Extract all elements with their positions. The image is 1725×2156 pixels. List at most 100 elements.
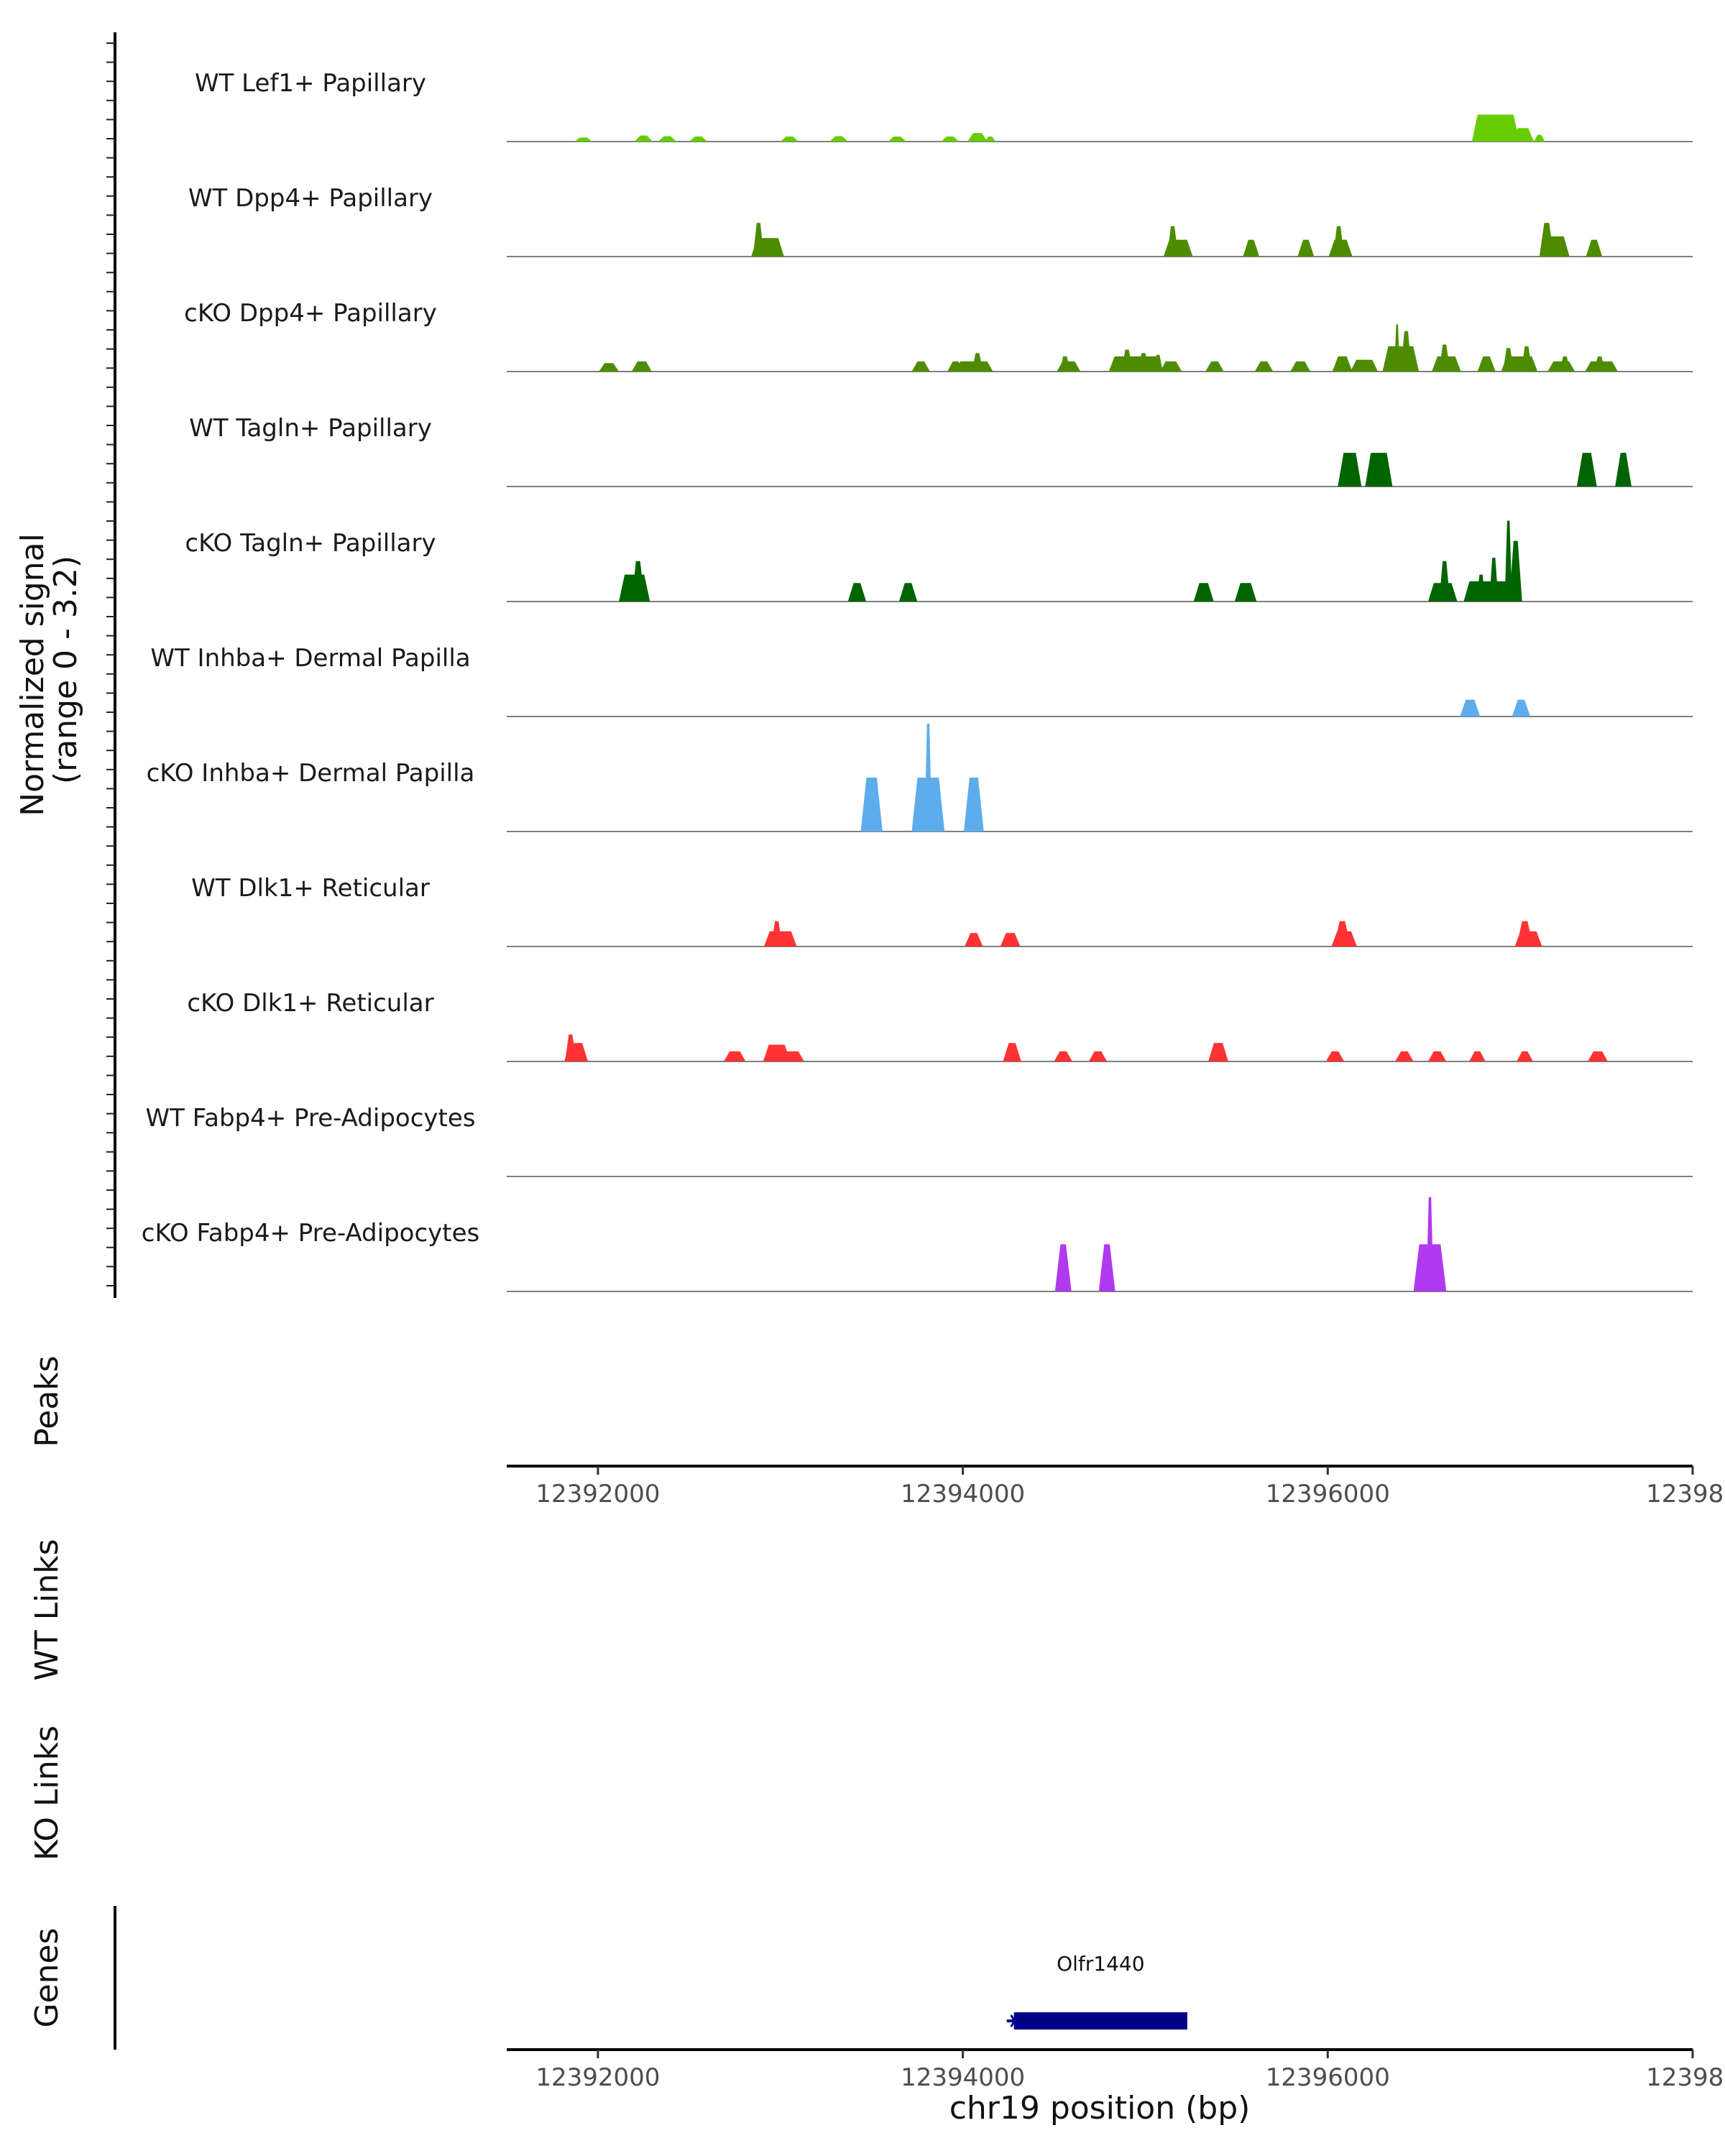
signal-peak bbox=[1325, 1051, 1345, 1061]
track: WT Dpp4+ Papillary bbox=[188, 184, 1693, 257]
signal-peak bbox=[1000, 933, 1021, 946]
track-label: cKO Fabp4+ Pre-Adipocytes bbox=[142, 1219, 480, 1248]
gene-strand-marker bbox=[1010, 2014, 1019, 2027]
signal-peak bbox=[763, 1051, 804, 1061]
signal-peak bbox=[1501, 356, 1538, 372]
track: cKO Tagln+ Papillary bbox=[185, 520, 1693, 602]
signal-peak bbox=[564, 1043, 588, 1061]
signal-peak bbox=[1338, 453, 1362, 487]
signal-peak bbox=[963, 778, 984, 831]
signal-peak bbox=[985, 137, 996, 142]
x-axis-1: 12392000 12394000 12396000 123980 bbox=[535, 1466, 1725, 1508]
signal-peak bbox=[1477, 356, 1496, 372]
gene-annotations: Olfr1440 bbox=[1006, 1952, 1187, 2030]
signal-peak bbox=[1331, 931, 1357, 946]
signal-peak bbox=[954, 361, 993, 372]
signal-peak bbox=[1054, 1051, 1072, 1061]
track: cKO Dlk1+ Reticular bbox=[187, 989, 1693, 1062]
signal-peak bbox=[941, 137, 960, 142]
track-label: WT Tagln+ Papillary bbox=[189, 414, 432, 443]
track: WT Tagln+ Papillary bbox=[189, 414, 1693, 487]
signal-peak bbox=[1432, 356, 1461, 372]
signal-peak bbox=[1514, 931, 1542, 946]
signal-peak bbox=[658, 136, 677, 142]
signal-peak bbox=[847, 583, 867, 602]
signal-peak bbox=[829, 136, 848, 142]
x-tick-label: 12394000 bbox=[901, 1480, 1025, 1508]
signal-peak bbox=[1054, 1244, 1072, 1291]
track: cKO Inhba+ Dermal Papilla bbox=[147, 724, 1693, 832]
signal-peak bbox=[898, 583, 918, 602]
signal-peak bbox=[965, 933, 983, 946]
signal-peak bbox=[1297, 239, 1315, 257]
signal-peak bbox=[967, 133, 988, 142]
track: WT Lef1+ Papillary bbox=[195, 69, 1693, 142]
signal-peak bbox=[1534, 134, 1545, 142]
signal-peak bbox=[1517, 1051, 1533, 1061]
signal-peak bbox=[1098, 1244, 1116, 1291]
track-label: cKO Tagln+ Papillary bbox=[185, 529, 436, 558]
signal-peak bbox=[689, 137, 708, 142]
ko-links-panel-label: KO Links bbox=[29, 1726, 65, 1861]
track-label: WT Dlk1+ Reticular bbox=[191, 874, 430, 903]
signal-peak bbox=[1108, 356, 1164, 372]
signal-peak bbox=[574, 137, 593, 142]
track: WT Dlk1+ Reticular bbox=[191, 874, 1693, 947]
x-tick-label: 123980 bbox=[1646, 1480, 1725, 1508]
signal-peak bbox=[1332, 356, 1353, 372]
signal-peak bbox=[1512, 128, 1535, 142]
gene-label: Olfr1440 bbox=[1057, 1952, 1144, 1976]
signal-peak bbox=[1382, 346, 1420, 372]
signal-peak bbox=[1290, 361, 1311, 372]
track-label: WT Inhba+ Dermal Papilla bbox=[150, 644, 470, 673]
signal-peak bbox=[1469, 1051, 1486, 1061]
signal-peak bbox=[1471, 114, 1519, 142]
signal-peak bbox=[763, 931, 797, 946]
signal-peak bbox=[1413, 1244, 1447, 1291]
signal-peak bbox=[911, 778, 945, 831]
signal-peak bbox=[1003, 1043, 1021, 1061]
track-label: WT Fabp4+ Pre-Adipocytes bbox=[146, 1104, 476, 1133]
coverage-ylabel-line1: Normalized signal bbox=[14, 533, 51, 816]
gene-body bbox=[1013, 2012, 1187, 2030]
signal-peak bbox=[1159, 361, 1182, 372]
track: WT Fabp4+ Pre-Adipocytes bbox=[146, 1104, 1693, 1177]
signal-peak bbox=[1208, 1043, 1228, 1061]
track-label: cKO Dlk1+ Reticular bbox=[187, 989, 433, 1018]
x-tick-label: 12392000 bbox=[535, 2063, 660, 2092]
coverage-tracks: WT Lef1+ Papillary WT Dpp4+ Papillary cKO … bbox=[142, 69, 1693, 1292]
x-tick-label: 12396000 bbox=[1266, 1480, 1390, 1508]
signal-peak bbox=[1193, 583, 1214, 602]
signal-peak bbox=[780, 137, 799, 142]
x-axis-2: 12392000 12394000 12396000 123980 bbox=[535, 2050, 1725, 2092]
signal-peak bbox=[1547, 361, 1576, 372]
signal-peak bbox=[1254, 361, 1274, 372]
signal-peak bbox=[1427, 1051, 1447, 1061]
signal-peak bbox=[1351, 359, 1379, 372]
x-tick-label: 12396000 bbox=[1266, 2063, 1390, 2092]
signal-peak bbox=[860, 778, 883, 831]
track: cKO Dpp4+ Papillary bbox=[184, 299, 1693, 372]
signal-peak bbox=[1585, 361, 1618, 372]
signal-peak bbox=[1205, 361, 1224, 372]
signal-peak bbox=[619, 574, 650, 602]
track: WT Inhba+ Dermal Papilla bbox=[150, 644, 1693, 717]
signal-peak bbox=[1057, 361, 1081, 372]
coverage-ylabel-line2: (range 0 - 3.2) bbox=[47, 556, 84, 784]
signal-peak bbox=[1234, 583, 1257, 602]
signal-peak bbox=[1542, 236, 1570, 257]
track: cKO Fabp4+ Pre-Adipocytes bbox=[142, 1197, 1693, 1292]
signal-peak bbox=[1504, 520, 1512, 602]
signal-peak bbox=[724, 1051, 746, 1061]
signal-peak bbox=[1088, 1051, 1108, 1061]
wt-links-panel-label: WT Links bbox=[29, 1539, 65, 1680]
peaks-panel-label: Peaks bbox=[29, 1355, 65, 1447]
signal-peak bbox=[1463, 581, 1521, 602]
signal-peak bbox=[1460, 699, 1481, 717]
track-label: WT Dpp4+ Papillary bbox=[188, 184, 433, 213]
signal-peak bbox=[1395, 1051, 1414, 1061]
coverage-ylabel: Normalized signal (range 0 - 3.2) bbox=[14, 523, 84, 816]
signal-peak bbox=[1328, 239, 1353, 257]
signal-peak bbox=[1588, 1051, 1608, 1061]
